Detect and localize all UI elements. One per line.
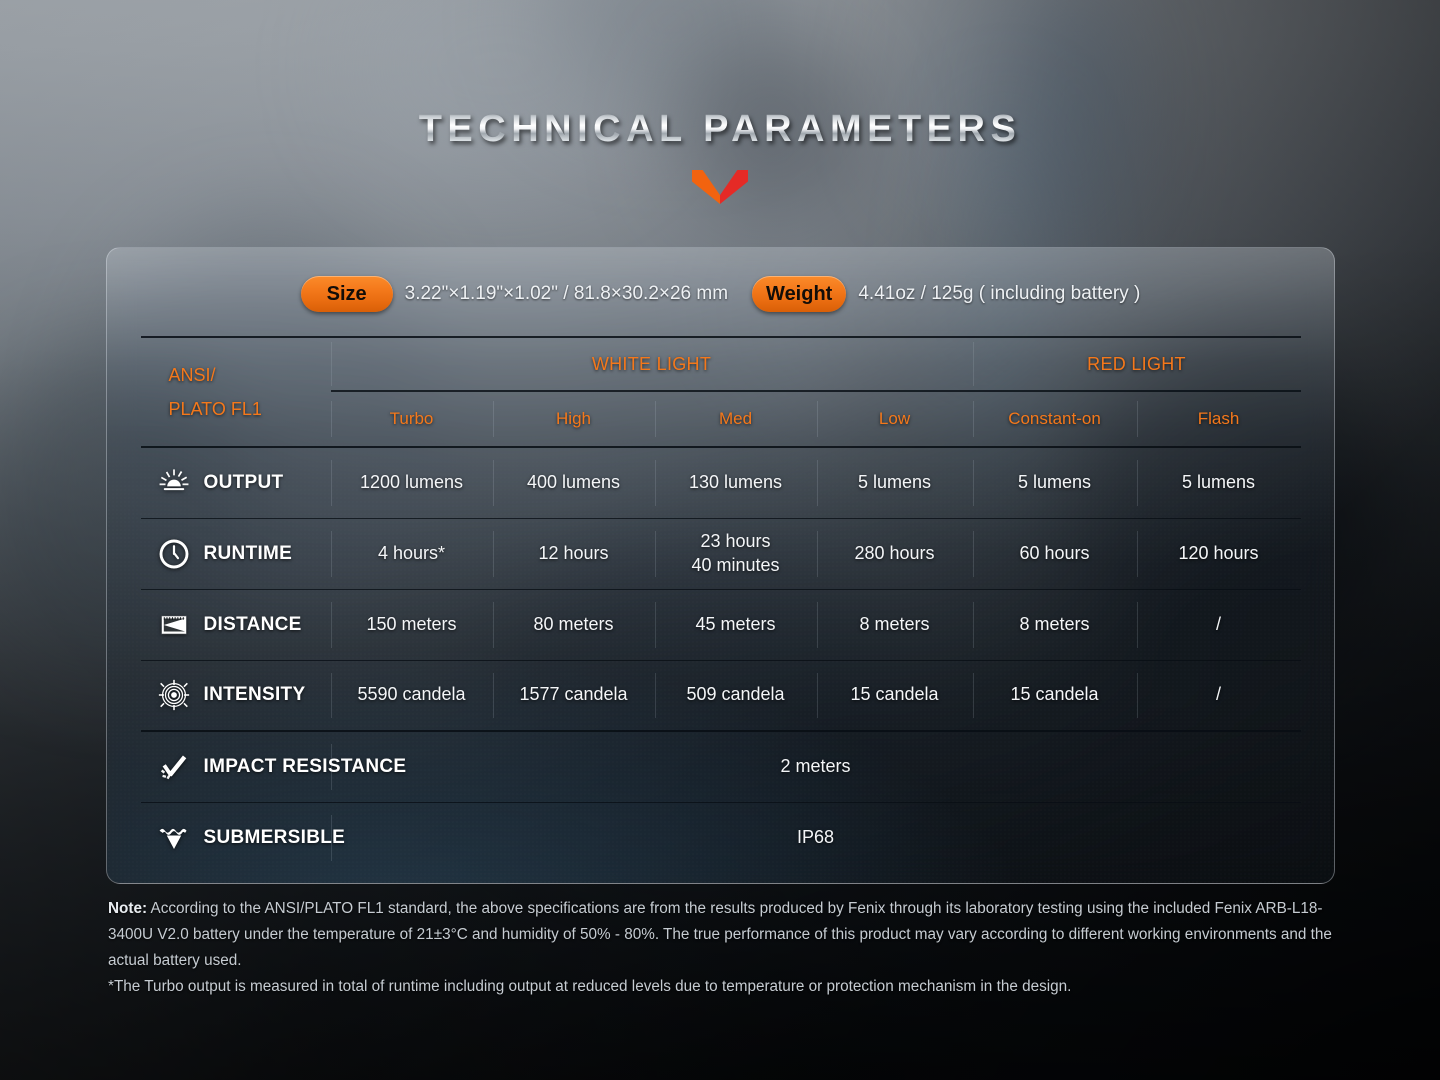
target-icon: [157, 678, 191, 712]
cell-distance-constant-on: 8 meters: [972, 588, 1137, 660]
cell-distance-flash: /: [1136, 588, 1301, 660]
table-body: OUTPUT 1200 lumens 400 lumens 130 lumens…: [140, 446, 1301, 873]
table-row-submersible: SUBMERSIBLE IP68: [140, 801, 1301, 873]
size-value: 3.22"×1.19"×1.02" / 81.8×30.2×26 mm: [404, 283, 729, 304]
cell-distance-low: 8 meters: [816, 588, 973, 660]
title-block: TECHNICAL PARAMETERS: [0, 110, 1440, 204]
row-label-output: OUTPUT: [140, 446, 331, 518]
cell-output-high: 400 lumens: [492, 446, 655, 518]
cell-intensity-med: 509 candela: [654, 659, 817, 731]
mode-header-med: Med: [654, 390, 817, 447]
footnote-note-body: According to the ANSI/PLATO FL1 standard…: [108, 900, 1332, 969]
row-label-runtime: RUNTIME: [140, 517, 331, 589]
cell-distance-med: 45 meters: [654, 588, 817, 660]
chevron-down-icon: [692, 170, 748, 204]
mode-header-constant-on: Constant-on: [972, 390, 1137, 447]
mode-header-flash: Flash: [1136, 390, 1301, 447]
cell-distance-high: 80 meters: [492, 588, 655, 660]
mode-header-turbo: Turbo: [330, 390, 493, 447]
sunburst-icon: [157, 466, 191, 500]
water-arrow-icon: [157, 821, 191, 855]
mode-header-row: Turbo High Med Low Constant-on Flash: [141, 390, 1301, 447]
size-badge: Size: [300, 276, 393, 312]
mode-header-high: High: [492, 390, 655, 447]
cell-intensity-high: 1577 candela: [492, 659, 655, 731]
cell-intensity-constant-on: 15 candela: [972, 659, 1137, 731]
standard-label-line1: ANSI/: [168, 365, 216, 385]
row-label-text: INTENSITY: [203, 684, 306, 706]
cell-intensity-turbo: 5590 candela: [330, 659, 493, 731]
table-row-impact-resistance: IMPACT RESISTANCE 2 meters: [140, 730, 1301, 802]
size-weight-strip: Size 3.22"×1.19"×1.02" / 81.8×30.2×26 mm…: [107, 248, 1334, 336]
cell-runtime-turbo: 4 hours*: [330, 517, 493, 589]
table-row-intensity: INTENSITY 5590 candela 1577 candela 509 …: [140, 659, 1301, 731]
standard-label: ANSI/ PLATO FL1: [140, 336, 331, 447]
cell-intensity-low: 15 candela: [816, 659, 973, 731]
table-row-runtime: RUNTIME 4 hours* 12 hours 23 hours 40 min…: [140, 517, 1301, 589]
cell-runtime-flash: 120 hours: [1136, 517, 1301, 589]
mode-header-low: Low: [816, 390, 973, 447]
cell-intensity-flash: /: [1136, 659, 1301, 731]
cell-impact-resistance-value: 2 meters: [330, 730, 1301, 802]
footnote-asterisk-note: *The Turbo output is measured in total o…: [108, 978, 1072, 995]
cell-distance-turbo: 150 meters: [330, 588, 493, 660]
group-header-white-light: WHITE LIGHT: [330, 336, 973, 391]
clock-icon: [157, 537, 191, 571]
specifications-panel: Size 3.22"×1.19"×1.02" / 81.8×30.2×26 mm…: [106, 247, 1335, 884]
cell-runtime-med: 23 hours 40 minutes: [654, 517, 817, 589]
page-title: TECHNICAL PARAMETERS: [418, 108, 1022, 150]
footnote: Note: According to the ANSI/PLATO FL1 st…: [108, 896, 1348, 1000]
cell-output-low: 5 lumens: [816, 446, 973, 518]
weight-badge: Weight: [752, 276, 847, 312]
group-header-row: ANSI/ PLATO FL1 WHITE LIGHT RED LIGHT: [140, 336, 1301, 447]
row-label-text: OUTPUT: [203, 471, 284, 493]
row-label-text: SUBMERSIBLE: [203, 826, 346, 848]
cell-runtime-constant-on: 60 hours: [972, 517, 1137, 589]
cell-output-constant-on: 5 lumens: [972, 446, 1137, 518]
row-label-submersible: SUBMERSIBLE: [140, 801, 345, 873]
cell-output-flash: 5 lumens: [1136, 446, 1301, 518]
group-header-red-light: RED LIGHT: [972, 336, 1301, 391]
table-row-distance: DISTANCE 150 meters 80 meters 45 meters …: [140, 588, 1301, 660]
cell-submersible-value: IP68: [330, 801, 1301, 873]
specifications-table: ANSI/ PLATO FL1 WHITE LIGHT RED LIGHT Tu…: [140, 336, 1301, 873]
row-label-intensity: INTENSITY: [140, 659, 331, 731]
footnote-note-label: Note:: [108, 900, 148, 917]
impact-arrow-icon: [157, 750, 191, 784]
beam-distance-icon: [157, 608, 191, 642]
cell-runtime-low: 280 hours: [816, 517, 973, 589]
table-header: ANSI/ PLATO FL1 WHITE LIGHT RED LIGHT Tu…: [140, 336, 1301, 447]
standard-label-line2: PLATO FL1: [168, 399, 262, 419]
row-label-text: RUNTIME: [203, 542, 293, 564]
cell-output-turbo: 1200 lumens: [330, 446, 493, 518]
row-label-text: DISTANCE: [203, 613, 302, 635]
row-label-impact-resistance: IMPACT RESISTANCE: [140, 730, 406, 802]
row-label-distance: DISTANCE: [140, 588, 331, 660]
table-row-output: OUTPUT 1200 lumens 400 lumens 130 lumens…: [140, 446, 1301, 518]
cell-runtime-high: 12 hours: [492, 517, 655, 589]
weight-value: 4.41oz / 125g ( including battery ): [858, 283, 1141, 304]
cell-output-med: 130 lumens: [654, 446, 817, 518]
